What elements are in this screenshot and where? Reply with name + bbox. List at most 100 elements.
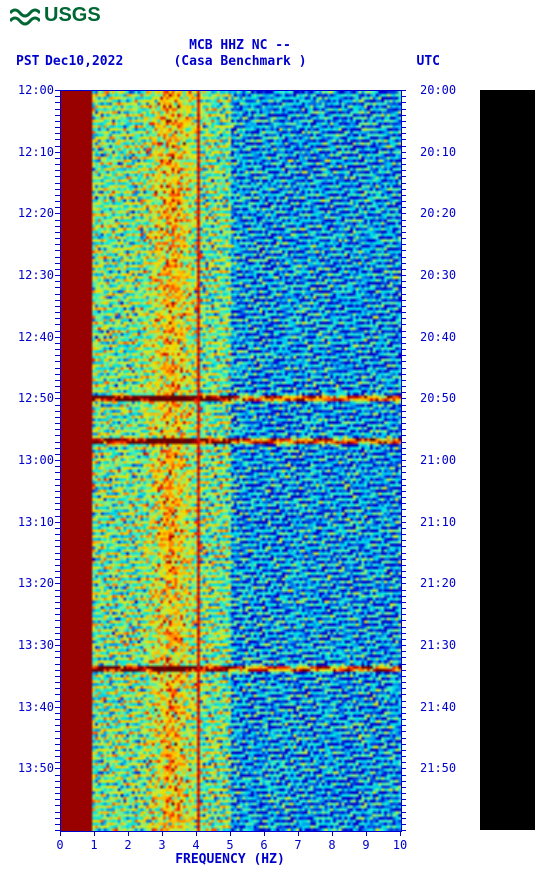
y-right-tick bbox=[401, 133, 406, 134]
y-right-tick bbox=[401, 146, 406, 147]
y-right-tick bbox=[401, 559, 406, 560]
y-left-tick bbox=[55, 756, 60, 757]
y-right-tick bbox=[401, 343, 406, 344]
y-left-tick bbox=[55, 189, 60, 190]
y-left-tick bbox=[55, 263, 60, 264]
y-left-tick bbox=[55, 250, 60, 251]
y-left-tick bbox=[55, 707, 60, 708]
y-left-tick bbox=[55, 102, 60, 103]
y-right-tick bbox=[401, 244, 406, 245]
y-right-tick bbox=[401, 337, 406, 338]
y-left-tick bbox=[55, 442, 60, 443]
y-right-tick bbox=[401, 627, 406, 628]
y-left-tick bbox=[55, 633, 60, 634]
y-left-tick bbox=[55, 257, 60, 258]
y-left-tick-label: 13:40 bbox=[18, 700, 54, 714]
y-left-tick bbox=[55, 651, 60, 652]
y-left-tick bbox=[55, 750, 60, 751]
x-tick bbox=[400, 831, 401, 836]
y-left-tick bbox=[55, 738, 60, 739]
x-tick bbox=[264, 831, 265, 836]
y-right-tick bbox=[401, 793, 406, 794]
y-right-tick-label: 21:00 bbox=[420, 453, 456, 467]
y-right-tick bbox=[401, 368, 406, 369]
y-left-tick bbox=[55, 232, 60, 233]
y-left-tick bbox=[55, 781, 60, 782]
y-right-tick bbox=[401, 392, 406, 393]
y-left-tick bbox=[55, 657, 60, 658]
y-right-tick bbox=[401, 824, 406, 825]
y-left-tick bbox=[55, 411, 60, 412]
y-left-tick bbox=[55, 793, 60, 794]
y-left-tick bbox=[55, 676, 60, 677]
y-right-tick bbox=[401, 281, 406, 282]
y-left-tick bbox=[55, 805, 60, 806]
y-right-tick bbox=[401, 405, 406, 406]
y-left-tick bbox=[55, 195, 60, 196]
y-right-tick bbox=[401, 164, 406, 165]
y-left-tick bbox=[55, 479, 60, 480]
y-right-tick bbox=[401, 768, 406, 769]
y-left-tick bbox=[55, 170, 60, 171]
y-left-tick bbox=[55, 337, 60, 338]
y-right-tick bbox=[401, 263, 406, 264]
y-right-tick bbox=[401, 226, 406, 227]
y-right-tick bbox=[401, 651, 406, 652]
y-right-tick bbox=[401, 522, 406, 523]
y-left-tick bbox=[55, 608, 60, 609]
y-left-tick bbox=[55, 207, 60, 208]
y-left-tick bbox=[55, 306, 60, 307]
y-left-tick bbox=[55, 368, 60, 369]
y-left-tick bbox=[55, 485, 60, 486]
y-right-tick bbox=[401, 775, 406, 776]
x-tick-label: 9 bbox=[362, 838, 369, 852]
y-right-tick bbox=[401, 220, 406, 221]
y-left-tick bbox=[55, 812, 60, 813]
wave-icon bbox=[10, 5, 40, 27]
y-left-tick bbox=[55, 559, 60, 560]
y-right-tick bbox=[401, 479, 406, 480]
y-right-tick bbox=[401, 781, 406, 782]
y-right-tick bbox=[401, 812, 406, 813]
y-right-tick bbox=[401, 127, 406, 128]
y-right-tick bbox=[401, 189, 406, 190]
y-right-tick bbox=[401, 491, 406, 492]
y-right-tick bbox=[401, 423, 406, 424]
y-right-tick bbox=[401, 553, 406, 554]
y-right-tick bbox=[401, 466, 406, 467]
x-tick-label: 7 bbox=[294, 838, 301, 852]
y-right-tick bbox=[401, 596, 406, 597]
y-right-tick bbox=[401, 583, 406, 584]
spectrogram-canvas bbox=[61, 91, 401, 831]
y-left-tick bbox=[55, 417, 60, 418]
y-right-tick bbox=[401, 534, 406, 535]
y-right-tick bbox=[401, 485, 406, 486]
y-right-tick bbox=[401, 688, 406, 689]
y-right-tick bbox=[401, 121, 406, 122]
y-left-tick bbox=[55, 571, 60, 572]
y-right-tick-label: 20:20 bbox=[420, 206, 456, 220]
y-right-tick bbox=[401, 503, 406, 504]
y-left-tick bbox=[55, 553, 60, 554]
y-right-tick bbox=[401, 96, 406, 97]
y-left-tick bbox=[55, 466, 60, 467]
y-right-tick bbox=[401, 707, 406, 708]
y-left-tick bbox=[55, 546, 60, 547]
y-right-tick-label: 21:20 bbox=[420, 576, 456, 590]
y-left-tick bbox=[55, 639, 60, 640]
y-left-tick bbox=[55, 565, 60, 566]
y-right-tick bbox=[401, 176, 406, 177]
colorbar bbox=[480, 90, 535, 830]
y-left-tick bbox=[55, 503, 60, 504]
y-right-tick bbox=[401, 238, 406, 239]
x-axis-label: FREQUENCY (HZ) bbox=[60, 852, 400, 867]
y-left-tick bbox=[55, 355, 60, 356]
y-right-tick-label: 20:30 bbox=[420, 268, 456, 282]
y-left-tick bbox=[55, 152, 60, 153]
y-right-tick bbox=[401, 805, 406, 806]
y-left-tick bbox=[55, 139, 60, 140]
y-right-tick bbox=[401, 762, 406, 763]
y-left-tick bbox=[55, 497, 60, 498]
y-right-tick bbox=[401, 633, 406, 634]
y-left-tick bbox=[55, 824, 60, 825]
